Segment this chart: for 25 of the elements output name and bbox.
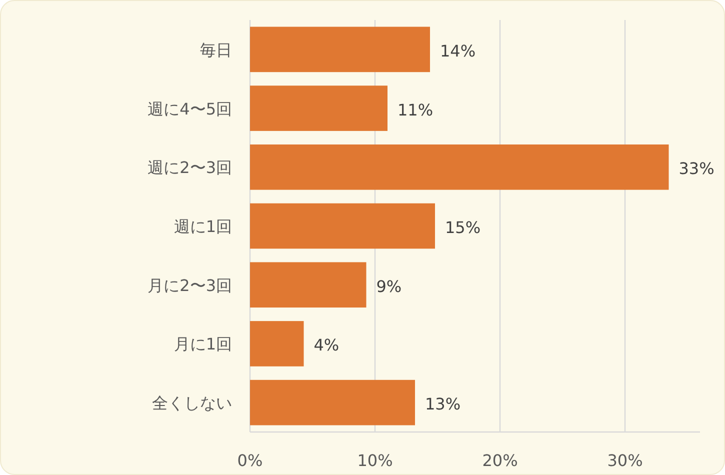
data-label: 13% [425, 394, 461, 414]
x-tick-label: 0% [237, 451, 263, 470]
y-tick-label: 週に1回 [174, 217, 232, 236]
y-tick-label: 週に2〜3回 [148, 158, 232, 178]
data-label: 14% [440, 41, 476, 60]
x-tick-label: 10% [357, 451, 393, 470]
x-tick-label: 20% [482, 451, 518, 470]
data-label: 4% [314, 336, 340, 355]
y-tick-label: 週に4〜5回 [148, 99, 232, 118]
bar [250, 262, 366, 308]
bar [250, 203, 435, 249]
data-label: 11% [398, 100, 434, 120]
y-tick-label: 全くしない [152, 394, 232, 413]
bar [250, 144, 669, 190]
bar [250, 26, 430, 72]
data-label: 9% [376, 276, 402, 296]
data-label: 33% [678, 159, 714, 178]
y-tick-label: 月に1回 [174, 334, 232, 354]
y-tick-label: 月に2〜3回 [148, 276, 232, 295]
bar [250, 86, 388, 131]
bar [250, 321, 304, 366]
data-label: 15% [445, 218, 481, 237]
y-tick-label: 毎日 [200, 40, 232, 60]
x-tick-label: 30% [607, 451, 643, 470]
bar [250, 380, 415, 426]
